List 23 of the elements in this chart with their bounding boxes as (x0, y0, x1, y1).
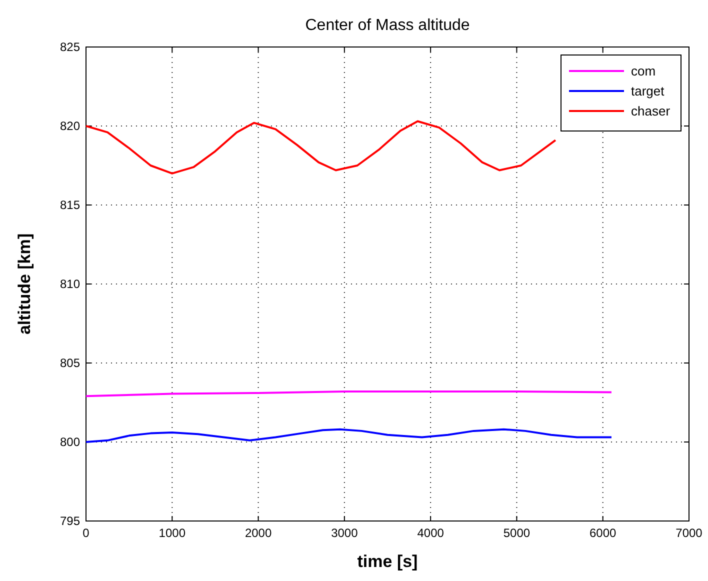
x-tick-label: 2000 (244, 526, 272, 540)
y-tick-label: 795 (60, 514, 80, 528)
x-tick-label: 3000 (331, 526, 358, 540)
line-series (85, 428, 612, 443)
x-axis-title: time [s] (357, 552, 418, 571)
x-tick-label: 4000 (417, 526, 444, 540)
y-tick-label: 810 (60, 277, 80, 292)
x-tick-label: 1000 (158, 526, 186, 540)
legend-label: com (631, 64, 656, 79)
x-tick-label: 0 (82, 526, 90, 540)
legend-label: target (631, 84, 665, 99)
y-tick-label: 815 (60, 198, 80, 212)
y-tick-label: 800 (60, 435, 80, 450)
y-tick-label: 825 (60, 40, 80, 54)
x-tick-label: 7000 (676, 526, 703, 540)
line-series (85, 120, 556, 174)
x-tick-label: 6000 (590, 526, 617, 540)
x-tick-label: 5000 (503, 526, 530, 540)
y-axis-title: altitude [km] (15, 233, 34, 335)
legend-label: chaser (631, 104, 671, 119)
chart-title: Center of Mass altitude (305, 17, 470, 34)
y-tick-label: 805 (60, 356, 80, 370)
y-tick-label: 820 (60, 119, 80, 134)
